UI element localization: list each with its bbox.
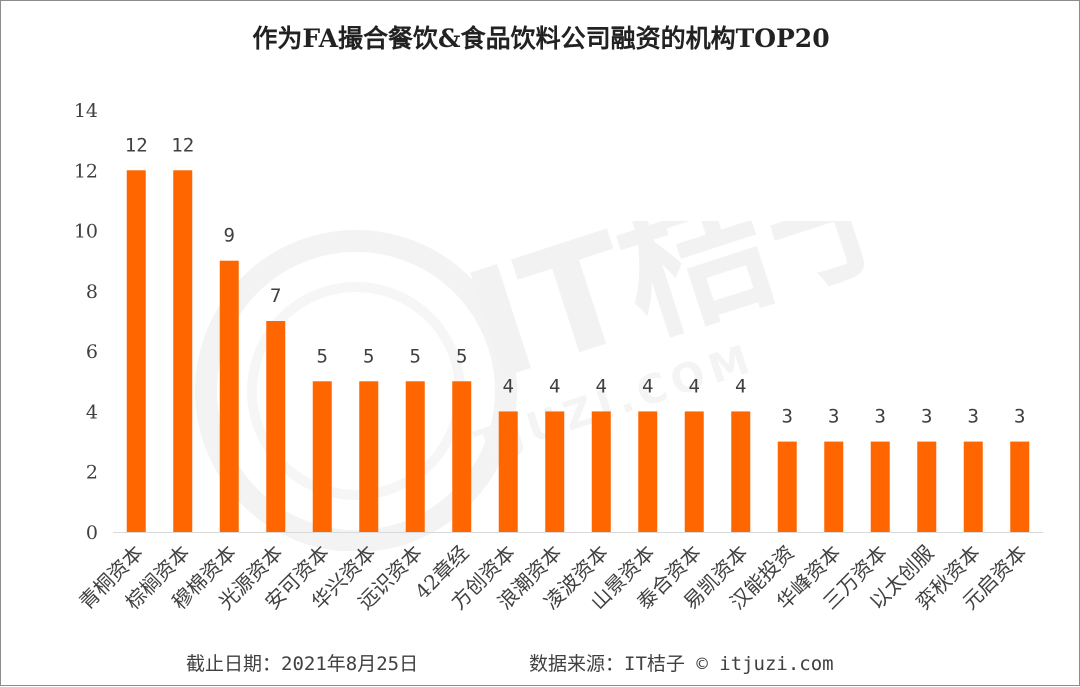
data-label: 5 — [363, 345, 374, 367]
data-label: 9 — [224, 225, 235, 247]
data-label: 5 — [317, 345, 328, 367]
y-axis: 0 2 4 6 8 10 12 14 — [74, 100, 98, 544]
bar — [312, 381, 332, 532]
y-tick-label: 8 — [86, 281, 98, 303]
data-label: 3 — [875, 406, 886, 428]
bar — [173, 170, 193, 533]
data-label: 3 — [782, 406, 793, 428]
y-tick-label: 10 — [74, 221, 98, 243]
bar — [359, 381, 379, 532]
data-label: 4 — [503, 375, 514, 397]
x-axis: 青桐资本棕榈资本穆棉资本光源资本安可资本华兴资本远识资本42章经方创资本浪潮资本… — [74, 532, 1043, 614]
bar — [870, 441, 890, 532]
bar — [545, 411, 565, 532]
data-labels: 12 12 9 7 5 5 5 5 4 4 4 4 4 4 3 3 3 3 3 3 — [125, 134, 1026, 427]
y-tick-label: 4 — [86, 401, 98, 423]
bar — [963, 441, 983, 532]
data-label: 5 — [410, 345, 421, 367]
footer: 截止日期：2021年8月25日 数据来源：IT桔子 © itjuzi.com — [1, 647, 1080, 677]
bar — [219, 260, 239, 532]
data-label: 3 — [921, 406, 932, 428]
bars — [126, 170, 1030, 533]
footer-source: 数据来源：IT桔子 © itjuzi.com — [529, 653, 834, 675]
data-label: 4 — [735, 375, 746, 397]
bar — [591, 411, 611, 532]
data-label: 4 — [596, 375, 607, 397]
bar — [405, 381, 425, 532]
bar — [638, 411, 658, 532]
bar — [684, 411, 704, 532]
bar — [731, 411, 751, 532]
chart-title: 作为FA撮合餐饮&食品饮料公司融资的机构TOP20 — [252, 24, 830, 53]
data-label: 3 — [968, 406, 979, 428]
bar — [917, 441, 937, 532]
data-label: 4 — [549, 375, 560, 397]
bar — [498, 411, 518, 532]
bar — [126, 170, 146, 533]
data-label: 3 — [1014, 406, 1025, 428]
y-tick-label: 12 — [74, 160, 98, 182]
data-label: 3 — [828, 406, 839, 428]
data-label: 4 — [689, 375, 700, 397]
bar — [1010, 441, 1030, 532]
bar — [266, 321, 286, 532]
y-tick-label: 14 — [74, 100, 98, 122]
y-tick-label: 0 — [86, 522, 98, 544]
y-tick-label: 6 — [86, 341, 98, 363]
data-label: 7 — [270, 285, 281, 307]
data-label: 5 — [456, 345, 467, 367]
data-label: 12 — [125, 134, 148, 156]
y-tick-label: 2 — [86, 462, 98, 484]
data-label: 12 — [171, 134, 194, 156]
bar — [452, 381, 472, 532]
footer-date: 截止日期：2021年8月25日 — [186, 653, 419, 675]
bar — [777, 441, 797, 532]
bar — [824, 441, 844, 532]
data-label: 4 — [642, 375, 653, 397]
